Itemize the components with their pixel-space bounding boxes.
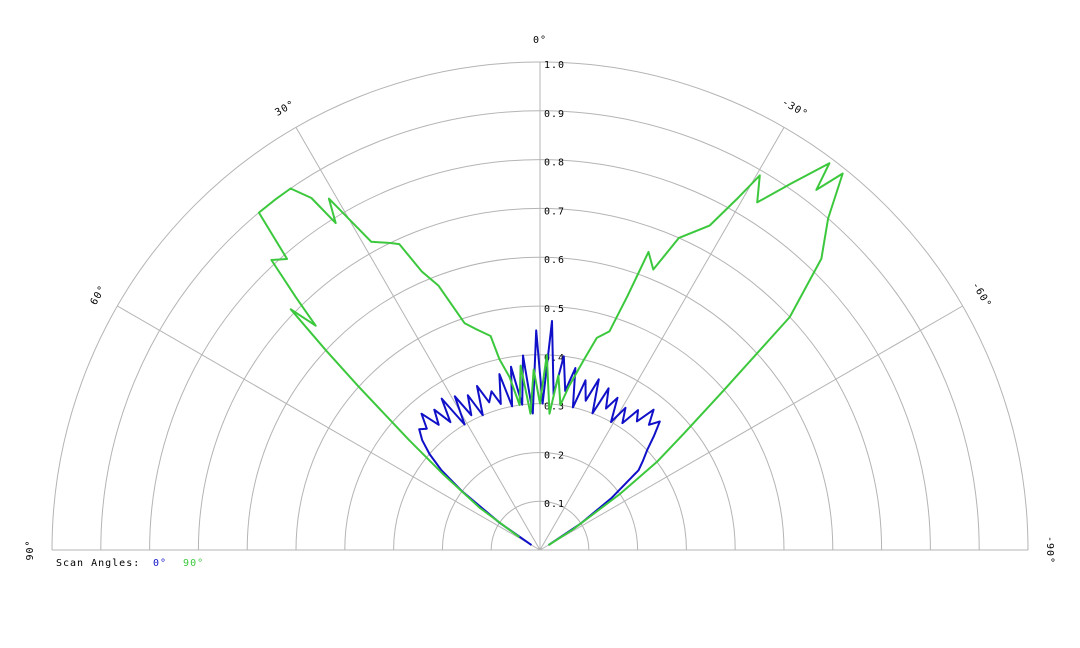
theta-tick-label: -90° [1044, 536, 1055, 564]
r-tick-label: 0.2 [544, 450, 565, 461]
grid-spoke [539, 127, 785, 551]
theta-tick-label: 60° [89, 283, 109, 307]
r-tick-label: 1.0 [544, 60, 565, 71]
theta-tick-label: -30° [780, 97, 810, 121]
theta-tick-label: 90° [25, 539, 36, 560]
series-line [418, 320, 661, 546]
r-tick-label: 0.7 [544, 206, 565, 217]
theta-tick-label: -60° [969, 280, 993, 310]
r-tick-label: 0.3 [544, 402, 565, 413]
legend-entry: 0° [153, 558, 167, 569]
grid-spoke [539, 305, 963, 551]
grid-spoke [117, 305, 541, 551]
grid-spoke [295, 127, 541, 551]
r-tick-label: 0.6 [544, 255, 565, 266]
series-line [257, 162, 844, 546]
r-tick-label: 0.9 [544, 109, 565, 120]
r-tick-label: 0.5 [544, 304, 565, 315]
r-tick-label: 0.4 [544, 353, 565, 364]
r-tick-label: 0.1 [544, 499, 565, 510]
r-tick-label: 0.8 [544, 158, 565, 169]
theta-tick-label: 0° [533, 35, 547, 46]
theta-tick-label: 30° [273, 99, 297, 119]
legend-title: Scan Angles: [56, 558, 140, 569]
legend-entry: 90° [183, 558, 204, 569]
